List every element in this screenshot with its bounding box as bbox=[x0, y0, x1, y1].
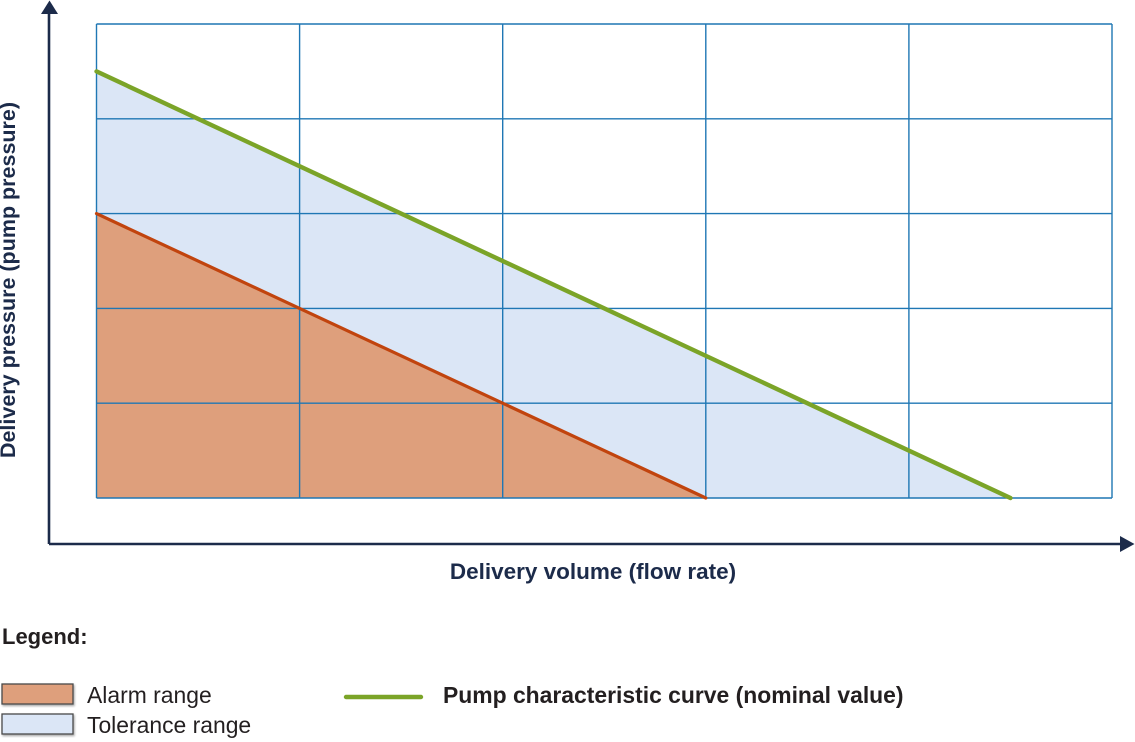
svg-text:Tolerance range: Tolerance range bbox=[87, 712, 251, 738]
svg-text:Legend:: Legend: bbox=[2, 624, 88, 649]
svg-text:Pump characteristic curve (nom: Pump characteristic curve (nominal value… bbox=[443, 682, 904, 708]
svg-text:Alarm range: Alarm range bbox=[87, 682, 212, 708]
svg-text:Delivery pressure (pump pressu: Delivery pressure (pump pressure) bbox=[0, 102, 20, 458]
svg-text:Delivery volume (flow rate): Delivery volume (flow rate) bbox=[450, 559, 736, 584]
